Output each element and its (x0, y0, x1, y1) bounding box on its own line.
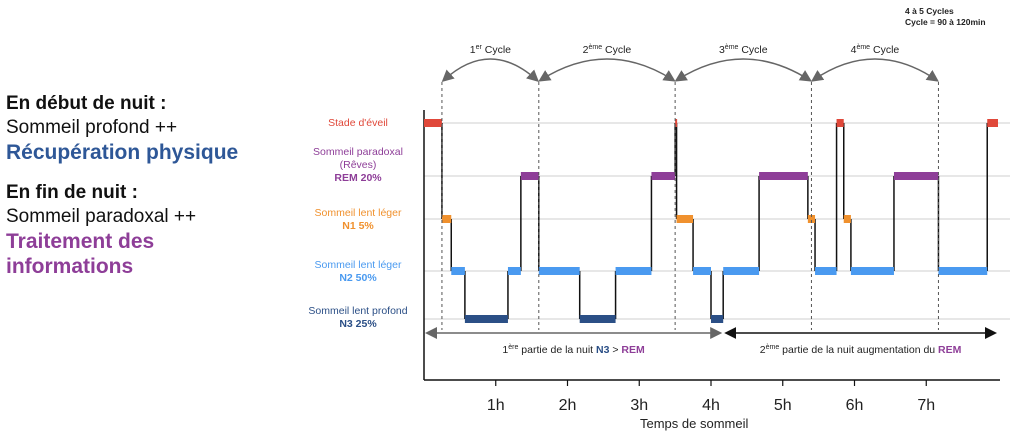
x-tick-label: 7h (917, 397, 935, 414)
cycle-arc (441, 58, 540, 83)
segment-n2 (538, 267, 580, 275)
segment-n2 (938, 267, 988, 275)
segment-n3 (711, 315, 724, 323)
left-panel: En début de nuit : Sommeil profond ++ Ré… (6, 92, 306, 279)
segment-wake (424, 119, 442, 127)
x-tick-label: 5h (774, 397, 792, 414)
late-night-line: Sommeil paradoxal ++ (6, 206, 197, 227)
cycles-note: 4 à 5 Cycles Cycle = 90 à 120min (905, 6, 986, 28)
segment-n2 (615, 267, 652, 275)
stage-label-rem: Sommeil paradoxal (Rêves) REM 20% (296, 146, 420, 185)
segment-n2 (693, 267, 711, 275)
cycles-note-line1: 4 à 5 Cycles (905, 6, 954, 16)
cycle-arc (810, 58, 939, 82)
stage-sublabel: (Rêves) (339, 159, 377, 171)
stage-label-wake: Stade d'éveil (296, 117, 420, 130)
segment-n3 (464, 315, 508, 323)
segment-rem (651, 172, 676, 180)
late-night-emphasis-line1: Traitement des (6, 230, 155, 253)
early-night-emphasis: Récupération physique (6, 141, 239, 164)
stage-label-n3: Sommeil lent profond N3 25% (296, 305, 420, 331)
cycle-arc (538, 58, 676, 82)
segment-wake (987, 119, 998, 127)
cycle-label: 3ème Cycle (719, 44, 768, 56)
segment-wake (675, 119, 678, 127)
segment-n1 (676, 215, 694, 223)
stage-name: Sommeil lent léger (314, 259, 402, 271)
phase-label: 1ère partie de la nuit N3 > REM (502, 344, 645, 356)
segment-n1 (807, 215, 816, 223)
late-night-emphasis-line2: informations (6, 255, 134, 278)
cycles-note-line2: Cycle = 90 à 120min (905, 17, 986, 27)
early-night-line: Sommeil profond ++ (6, 117, 178, 138)
segment-n2 (815, 267, 837, 275)
segment-n2 (507, 267, 521, 275)
cycle-label: 4ème Cycle (851, 44, 900, 56)
stage-name: Sommeil lent léger (314, 207, 402, 219)
x-tick-label: 1h (487, 397, 505, 414)
cycle-arc (674, 58, 812, 82)
stage-percentage: N1 5% (342, 220, 374, 232)
late-night-heading: En fin de nuit : (6, 182, 138, 203)
segment-rem (893, 172, 939, 180)
stage-name: Sommeil lent profond (308, 305, 408, 317)
stage-name: Sommeil paradoxal (313, 146, 403, 158)
stage-percentage: N3 25% (339, 318, 377, 330)
x-tick-label: 6h (846, 397, 864, 414)
phase-label: 2ème partie de la nuit augmentation du R… (760, 344, 962, 356)
early-night-heading: En début de nuit : (6, 93, 167, 114)
segment-n1 (843, 215, 851, 223)
segment-n2 (723, 267, 760, 275)
x-tick-label: 2h (559, 397, 577, 414)
segment-n1 (441, 215, 452, 223)
segment-n2 (850, 267, 894, 275)
x-tick-label: 3h (630, 397, 648, 414)
cycle-label: 1er Cycle (470, 44, 511, 56)
segment-rem (759, 172, 808, 180)
stage-percentage: N2 50% (339, 272, 377, 284)
segment-wake (836, 119, 844, 127)
segment-n2 (451, 267, 465, 275)
x-axis-title: Temps de sommeil (640, 416, 749, 431)
stage-label-n1: Sommeil lent léger N1 5% (296, 207, 420, 233)
stage-percentage: REM 20% (334, 172, 382, 184)
segment-rem (520, 172, 539, 180)
stage-label-n2: Sommeil lent léger N2 50% (296, 259, 420, 285)
x-tick-label: 4h (702, 397, 720, 414)
stage-name: Stade d'éveil (328, 117, 388, 129)
cycle-label: 2ème Cycle (583, 44, 632, 56)
segment-n3 (579, 315, 616, 323)
